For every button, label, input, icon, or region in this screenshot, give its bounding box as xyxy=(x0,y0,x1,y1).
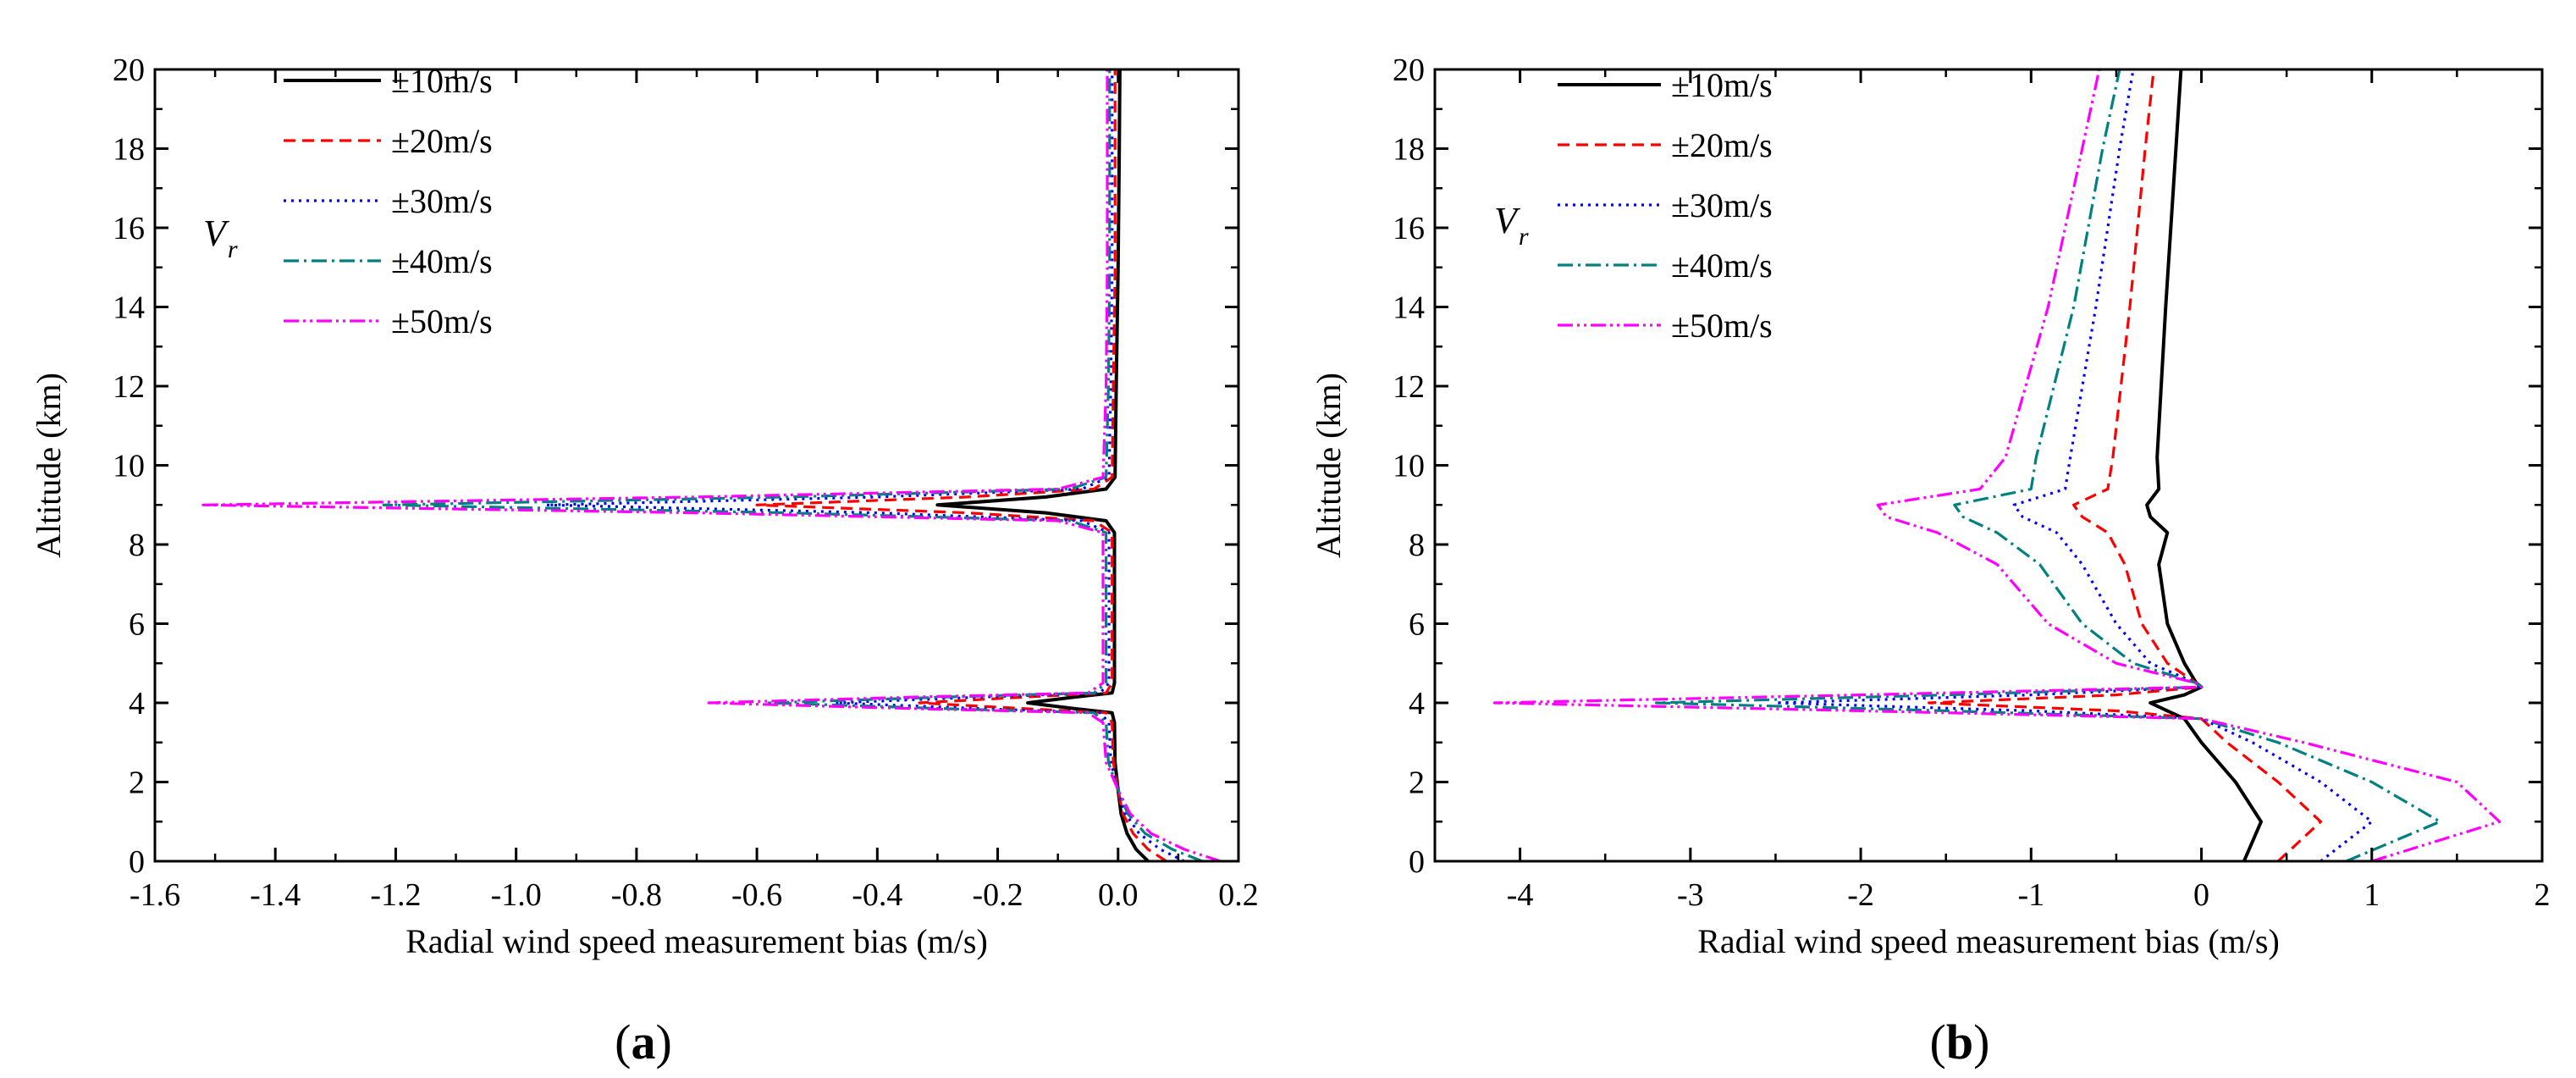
y-axis-title: Altitude (km) xyxy=(1310,373,1348,558)
legend-label-3: ±30m/s xyxy=(391,182,493,220)
x-axis-title: Radial wind speed measurement bias (m/s) xyxy=(1697,922,2280,960)
legend-label-4: ±40m/s xyxy=(391,242,493,280)
x-tick-label: -1 xyxy=(2017,877,2044,913)
series-line-1 xyxy=(2145,69,2263,861)
series-line-4 xyxy=(382,69,1203,861)
x-tick-label: 0.2 xyxy=(1218,877,1259,913)
legend-symbol-vr: Vr xyxy=(1494,200,1529,251)
panel-label-letter: a xyxy=(632,1014,656,1070)
x-tick-label: -2 xyxy=(1847,877,1874,913)
legend-symbol-vr: Vr xyxy=(203,213,238,263)
y-tick-label: 2 xyxy=(129,766,145,801)
y-tick-label: 16 xyxy=(113,211,145,246)
y-tick-label: 8 xyxy=(1409,528,1425,563)
x-tick-label: -0.2 xyxy=(972,877,1023,913)
x-tick-label: -1.0 xyxy=(491,877,542,913)
y-tick-label: 4 xyxy=(1409,686,1425,721)
y-tick-label: 0 xyxy=(129,844,145,880)
series-group xyxy=(201,69,1222,861)
y-tick-label: 6 xyxy=(129,607,145,643)
y-tick-label: 6 xyxy=(1409,607,1425,643)
x-tick-label: 1 xyxy=(2364,877,2380,913)
y-tick-label: 14 xyxy=(113,290,145,326)
panel-label-letter: b xyxy=(1946,1014,1973,1070)
y-tick-label: 12 xyxy=(1393,369,1425,405)
legend: ±10m/s ±20m/s ±30m/s ±40m/s ±50m/s xyxy=(1558,66,1773,345)
panel-label-open: ( xyxy=(1930,1014,1946,1070)
vr-subscript: r xyxy=(1519,223,1529,251)
legend-label-5: ±50m/s xyxy=(391,302,493,340)
y-axis-title: Altitude (km) xyxy=(30,373,68,558)
series-line-5 xyxy=(201,69,1222,861)
y-tick-label: 10 xyxy=(1393,449,1425,484)
series-line-5 xyxy=(1492,69,2502,861)
series-line-4 xyxy=(1655,69,2441,861)
legend-label-5: ±50m/s xyxy=(1671,307,1773,345)
y-tick-label: 20 xyxy=(113,53,145,88)
chart-panel-a: -1.6 -1.4 -1.2 -1.0 -0.8 -0.6 -0.4 -0.2 0.0 0.2 0 2… xyxy=(30,53,1259,1070)
y-tick-label: 18 xyxy=(1393,132,1425,168)
x-tick-label: 0.0 xyxy=(1098,877,1139,913)
x-tick-label: -3 xyxy=(1677,877,1704,913)
legend: ±10m/s ±20m/s ±30m/s ±40m/s ±50m/s xyxy=(284,62,493,340)
legend-label-1: ±10m/s xyxy=(391,62,493,100)
series-group xyxy=(1492,69,2502,861)
x-tick-label: -0.8 xyxy=(611,877,662,913)
y-tick-label: 20 xyxy=(1393,53,1425,88)
y-tick-label: 16 xyxy=(1393,211,1425,246)
panel-label-close: ) xyxy=(1973,1014,1989,1070)
legend-label-4: ±40m/s xyxy=(1671,246,1773,285)
y-tick-label: 10 xyxy=(113,449,145,484)
y-tick-label: 8 xyxy=(129,528,145,563)
x-tick-label: -0.4 xyxy=(852,877,902,913)
x-axis-title: Radial wind speed measurement bias (m/s) xyxy=(405,922,988,960)
x-tick-label: -1.2 xyxy=(370,877,421,913)
vr-main: V xyxy=(1494,200,1521,241)
y-tick-label: 12 xyxy=(113,369,145,405)
y-tick-label: 14 xyxy=(1393,290,1425,326)
x-tick-label: 2 xyxy=(2535,877,2551,913)
x-tick-label: -4 xyxy=(1507,877,1534,913)
legend-label-1: ±10m/s xyxy=(1671,66,1773,104)
y-tick-label: 0 xyxy=(1409,844,1425,880)
series-line-2 xyxy=(1928,69,2322,861)
panel-label-close: ) xyxy=(656,1014,672,1070)
x-tick-label: -1.4 xyxy=(250,877,301,913)
legend-label-2: ±20m/s xyxy=(391,122,493,160)
legend-label-2: ±20m/s xyxy=(1671,126,1773,164)
y-tick-label: 18 xyxy=(113,132,145,168)
vr-main: V xyxy=(203,213,230,254)
panel-label: (b) xyxy=(1930,1014,1990,1070)
y-tick-label: 2 xyxy=(1409,766,1425,801)
legend-label-3: ±30m/s xyxy=(1671,186,1773,224)
y-tick-label: 4 xyxy=(129,686,145,721)
panel-label-open: ( xyxy=(615,1014,631,1070)
x-tick-label: -0.6 xyxy=(731,877,782,913)
x-tick-label: 0 xyxy=(2193,877,2209,913)
x-tick-label: -1.6 xyxy=(130,877,180,913)
vr-subscript: r xyxy=(228,235,238,263)
panel-label: (a) xyxy=(615,1014,672,1070)
